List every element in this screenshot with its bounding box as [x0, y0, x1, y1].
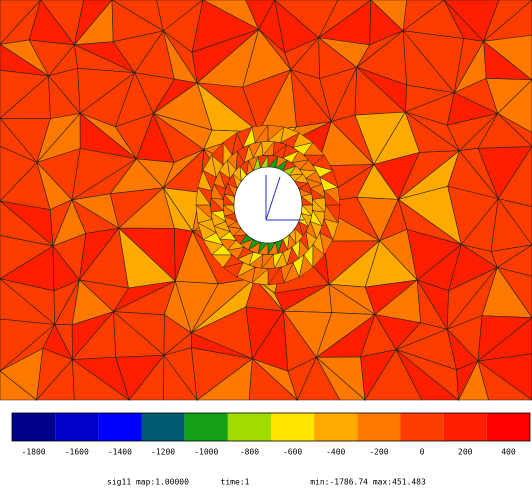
mesh-element — [280, 126, 300, 144]
mesh-element — [292, 132, 314, 148]
mesh-element — [273, 251, 288, 269]
mesh-element — [310, 221, 323, 240]
colorbar-tick-label: -400 — [326, 448, 345, 457]
mesh-element — [299, 159, 318, 172]
colorbar-swatch — [184, 413, 228, 441]
mesh-element — [236, 266, 256, 284]
colorbar-swatch — [314, 413, 358, 441]
colorbar-swatch — [443, 413, 487, 441]
field-label: sig11 map:1.00000 — [107, 478, 189, 487]
mesh-element — [319, 169, 339, 188]
mesh-element — [195, 204, 213, 224]
colorbar-tick-label: -800 — [240, 448, 259, 457]
colorbar-tick-label: -1200 — [151, 448, 175, 457]
mesh-element — [236, 251, 254, 266]
mesh-element — [0, 370, 38, 401]
mesh-plot — [0, 0, 532, 402]
range-label: min:-1786.74 max:451.483 — [310, 478, 426, 487]
colorbar-swatch — [141, 413, 185, 441]
mesh-element — [267, 266, 285, 286]
mesh-element — [248, 141, 263, 159]
mesh-element — [251, 268, 269, 286]
colorbar-tick-label: -600 — [283, 448, 302, 457]
mesh-element — [197, 169, 213, 192]
mesh-element — [312, 197, 326, 213]
mesh-element — [197, 222, 217, 241]
mesh-element — [395, 349, 460, 401]
colorbar-swatch — [400, 413, 444, 441]
mesh-element — [218, 159, 231, 179]
mesh-element — [222, 132, 238, 156]
colorbar-tick-label: -1800 — [22, 448, 46, 457]
colorbar-swatch — [271, 413, 315, 441]
hole — [233, 166, 303, 244]
colorbar-tick-label: 0 — [420, 448, 425, 457]
colorbar-swatch — [357, 413, 401, 441]
mesh-element — [323, 218, 339, 241]
colorbar-frame — [11, 412, 531, 442]
mesh-element — [202, 239, 224, 256]
mesh-element — [312, 244, 325, 269]
mesh-element — [163, 354, 198, 401]
colorbar-swatch — [486, 413, 530, 441]
mesh-element — [298, 254, 314, 278]
mesh-element — [237, 144, 250, 164]
mesh-element — [248, 254, 264, 269]
mesh-element — [312, 154, 334, 171]
colorbar-swatch — [12, 413, 56, 441]
mesh-element — [286, 246, 299, 266]
mesh-element — [316, 357, 366, 401]
mesh-element — [195, 186, 211, 206]
mesh-element — [226, 246, 245, 260]
mesh-element — [213, 225, 231, 240]
mesh-element — [261, 141, 275, 156]
mesh-element — [298, 239, 310, 260]
mesh-element — [319, 232, 334, 256]
colorbar-swatch — [98, 413, 142, 441]
mesh-element — [477, 360, 532, 401]
mesh-element — [291, 150, 310, 164]
mesh-element — [210, 183, 224, 200]
mesh-element — [202, 154, 217, 178]
colorbar-swatch — [55, 413, 99, 441]
mesh-element — [305, 231, 318, 251]
colorbar-tick-label: -200 — [369, 448, 388, 457]
colorbar-tick-label: -1600 — [65, 448, 89, 457]
mesh-element — [305, 170, 323, 185]
mesh-element — [323, 186, 341, 206]
mesh-element — [272, 141, 288, 156]
colorbar-tick-label: -1000 — [194, 448, 218, 457]
mesh-element — [236, 126, 253, 148]
mesh-element — [267, 124, 285, 142]
mesh-element — [211, 254, 233, 268]
mesh-element — [282, 144, 300, 159]
mesh-element — [248, 358, 299, 401]
mesh-element — [283, 262, 300, 284]
mesh-element — [210, 197, 224, 213]
time-label: time:1 — [221, 478, 250, 487]
mesh-element — [210, 211, 227, 227]
colorbar: -1800 -1600 -1400 -1200 -1000 -800 -600 -400 -20… — [11, 412, 531, 457]
mesh-element — [72, 358, 131, 401]
mesh-element — [226, 150, 238, 171]
colorbar-tick-label: -1400 — [108, 448, 132, 457]
mesh-element — [213, 170, 226, 189]
mesh-element — [211, 141, 224, 166]
mesh-element — [222, 262, 244, 278]
colorbar-tick-label: 200 — [458, 448, 473, 457]
colorbar-tick-label: 400 — [501, 448, 516, 457]
mesh-element — [251, 124, 269, 144]
axis-diag — [265, 176, 281, 221]
mesh-element — [261, 254, 275, 269]
mesh-element — [218, 238, 237, 251]
colorbar-swatch — [227, 413, 271, 441]
mesh-element — [303, 142, 325, 156]
mesh-element — [309, 183, 326, 199]
